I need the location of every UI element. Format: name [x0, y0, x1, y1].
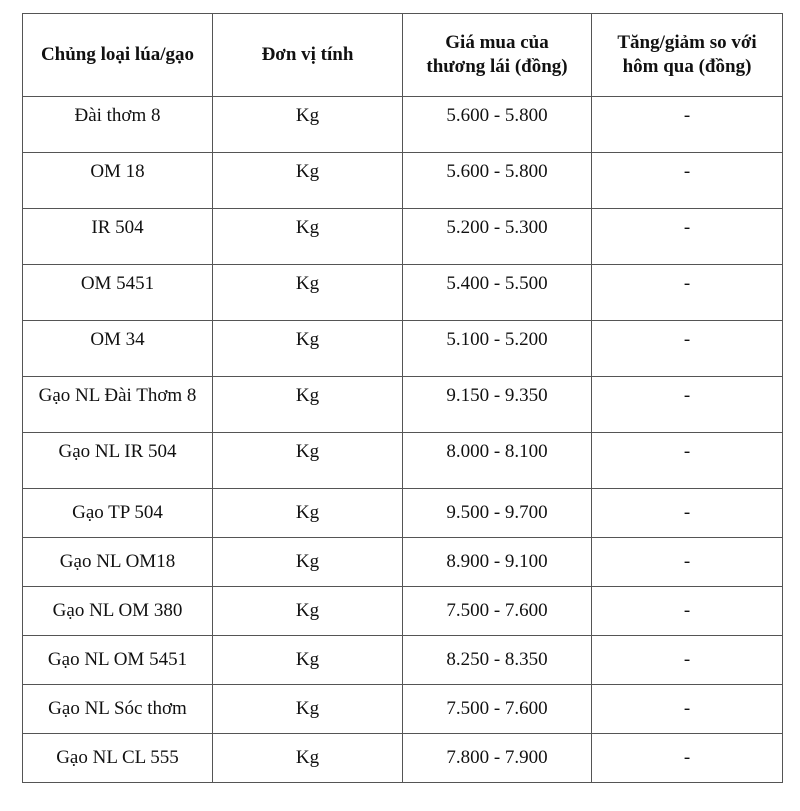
cell-unit: Kg: [212, 488, 403, 538]
cell-unit: Kg: [212, 635, 403, 685]
cell-variety: Đài thơm 8: [22, 96, 213, 153]
header-change: Tăng/giảm so với hôm qua (đồng): [591, 13, 783, 97]
cell-unit: Kg: [212, 537, 403, 587]
cell-price: 7.800 - 7.900: [402, 733, 592, 783]
cell-variety: OM 5451: [22, 264, 213, 321]
cell-change: -: [591, 586, 783, 636]
cell-variety: Gạo NL CL 555: [22, 733, 213, 783]
cell-variety: Gạo NL Sóc thơm: [22, 684, 213, 734]
table-row: Gạo NL OM 5451 Kg 8.250 - 8.350-: [22, 635, 783, 685]
cell-unit: Kg: [212, 208, 403, 265]
cell-variety: Gạo NL OM 380: [22, 586, 213, 636]
rice-price-table: Chủng loại lúa/gạo Đơn vị tính Giá mua c…: [22, 13, 783, 783]
cell-price: 7.500 - 7.600: [402, 586, 592, 636]
cell-variety: Gạo NL OM 5451: [22, 635, 213, 685]
cell-unit: Kg: [212, 684, 403, 734]
cell-variety: OM 34: [22, 320, 213, 377]
cell-variety: Gạo NL IR 504: [22, 432, 213, 489]
cell-change: -: [591, 320, 783, 377]
table-row: OM 34 Kg 5.100 - 5.200-: [22, 320, 783, 377]
table-row: OM 18 Kg 5.600 - 5.800-: [22, 152, 783, 209]
table-row: Gạo NL Đài Thơm 8 Kg 9.150 - 9.350-: [22, 376, 783, 433]
header-variety: Chủng loại lúa/gạo: [22, 13, 213, 97]
cell-variety: OM 18: [22, 152, 213, 209]
cell-unit: Kg: [212, 432, 403, 489]
cell-change: -: [591, 537, 783, 587]
table-row: Gạo NL IR 504 Kg 8.000 - 8.100-: [22, 432, 783, 489]
table-row: Gạo NL OM18 Kg 8.900 - 9.100-: [22, 537, 783, 587]
cell-change: -: [591, 684, 783, 734]
cell-variety: Gạo NL Đài Thơm 8: [22, 376, 213, 433]
table-row: Gạo NL Sóc thơm Kg 7.500 - 7.600-: [22, 684, 783, 734]
cell-price: 9.500 - 9.700: [402, 488, 592, 538]
cell-price: 8.250 - 8.350: [402, 635, 592, 685]
cell-price: 8.000 - 8.100: [402, 432, 592, 489]
cell-price: 5.600 - 5.800: [402, 152, 592, 209]
cell-price: 5.600 - 5.800: [402, 96, 592, 153]
table-row: Gạo TP 504 Kg 9.500 - 9.700-: [22, 488, 783, 538]
table-row: Đài thơm 8 Kg 5.600 - 5.800-: [22, 96, 783, 153]
cell-price: 9.150 - 9.350: [402, 376, 592, 433]
cell-change: -: [591, 635, 783, 685]
cell-change: -: [591, 96, 783, 153]
cell-change: -: [591, 376, 783, 433]
cell-unit: Kg: [212, 733, 403, 783]
cell-unit: Kg: [212, 264, 403, 321]
cell-price: 5.200 - 5.300: [402, 208, 592, 265]
cell-variety: IR 504: [22, 208, 213, 265]
cell-change: -: [591, 208, 783, 265]
cell-price: 7.500 - 7.600: [402, 684, 592, 734]
cell-price: 5.100 - 5.200: [402, 320, 592, 377]
cell-change: -: [591, 488, 783, 538]
cell-price: 8.900 - 9.100: [402, 537, 592, 587]
cell-unit: Kg: [212, 320, 403, 377]
cell-unit: Kg: [212, 376, 403, 433]
cell-price: 5.400 - 5.500: [402, 264, 592, 321]
table-row: IR 504 Kg 5.200 - 5.300-: [22, 208, 783, 265]
cell-unit: Kg: [212, 96, 403, 153]
table-row: Gạo NL CL 555 Kg 7.800 - 7.900-: [22, 733, 783, 783]
cell-variety: Gạo TP 504: [22, 488, 213, 538]
cell-change: -: [591, 432, 783, 489]
cell-unit: Kg: [212, 586, 403, 636]
cell-unit: Kg: [212, 152, 403, 209]
cell-change: -: [591, 264, 783, 321]
table-row: OM 5451 Kg 5.400 - 5.500-: [22, 264, 783, 321]
table-row: Gạo NL OM 380 Kg 7.500 - 7.600-: [22, 586, 783, 636]
header-unit: Đơn vị tính: [212, 13, 403, 97]
cell-variety: Gạo NL OM18: [22, 537, 213, 587]
cell-change: -: [591, 733, 783, 783]
header-price: Giá mua của thương lái (đồng): [402, 13, 592, 97]
cell-change: -: [591, 152, 783, 209]
header-row: Chủng loại lúa/gạo Đơn vị tính Giá mua c…: [22, 13, 783, 97]
